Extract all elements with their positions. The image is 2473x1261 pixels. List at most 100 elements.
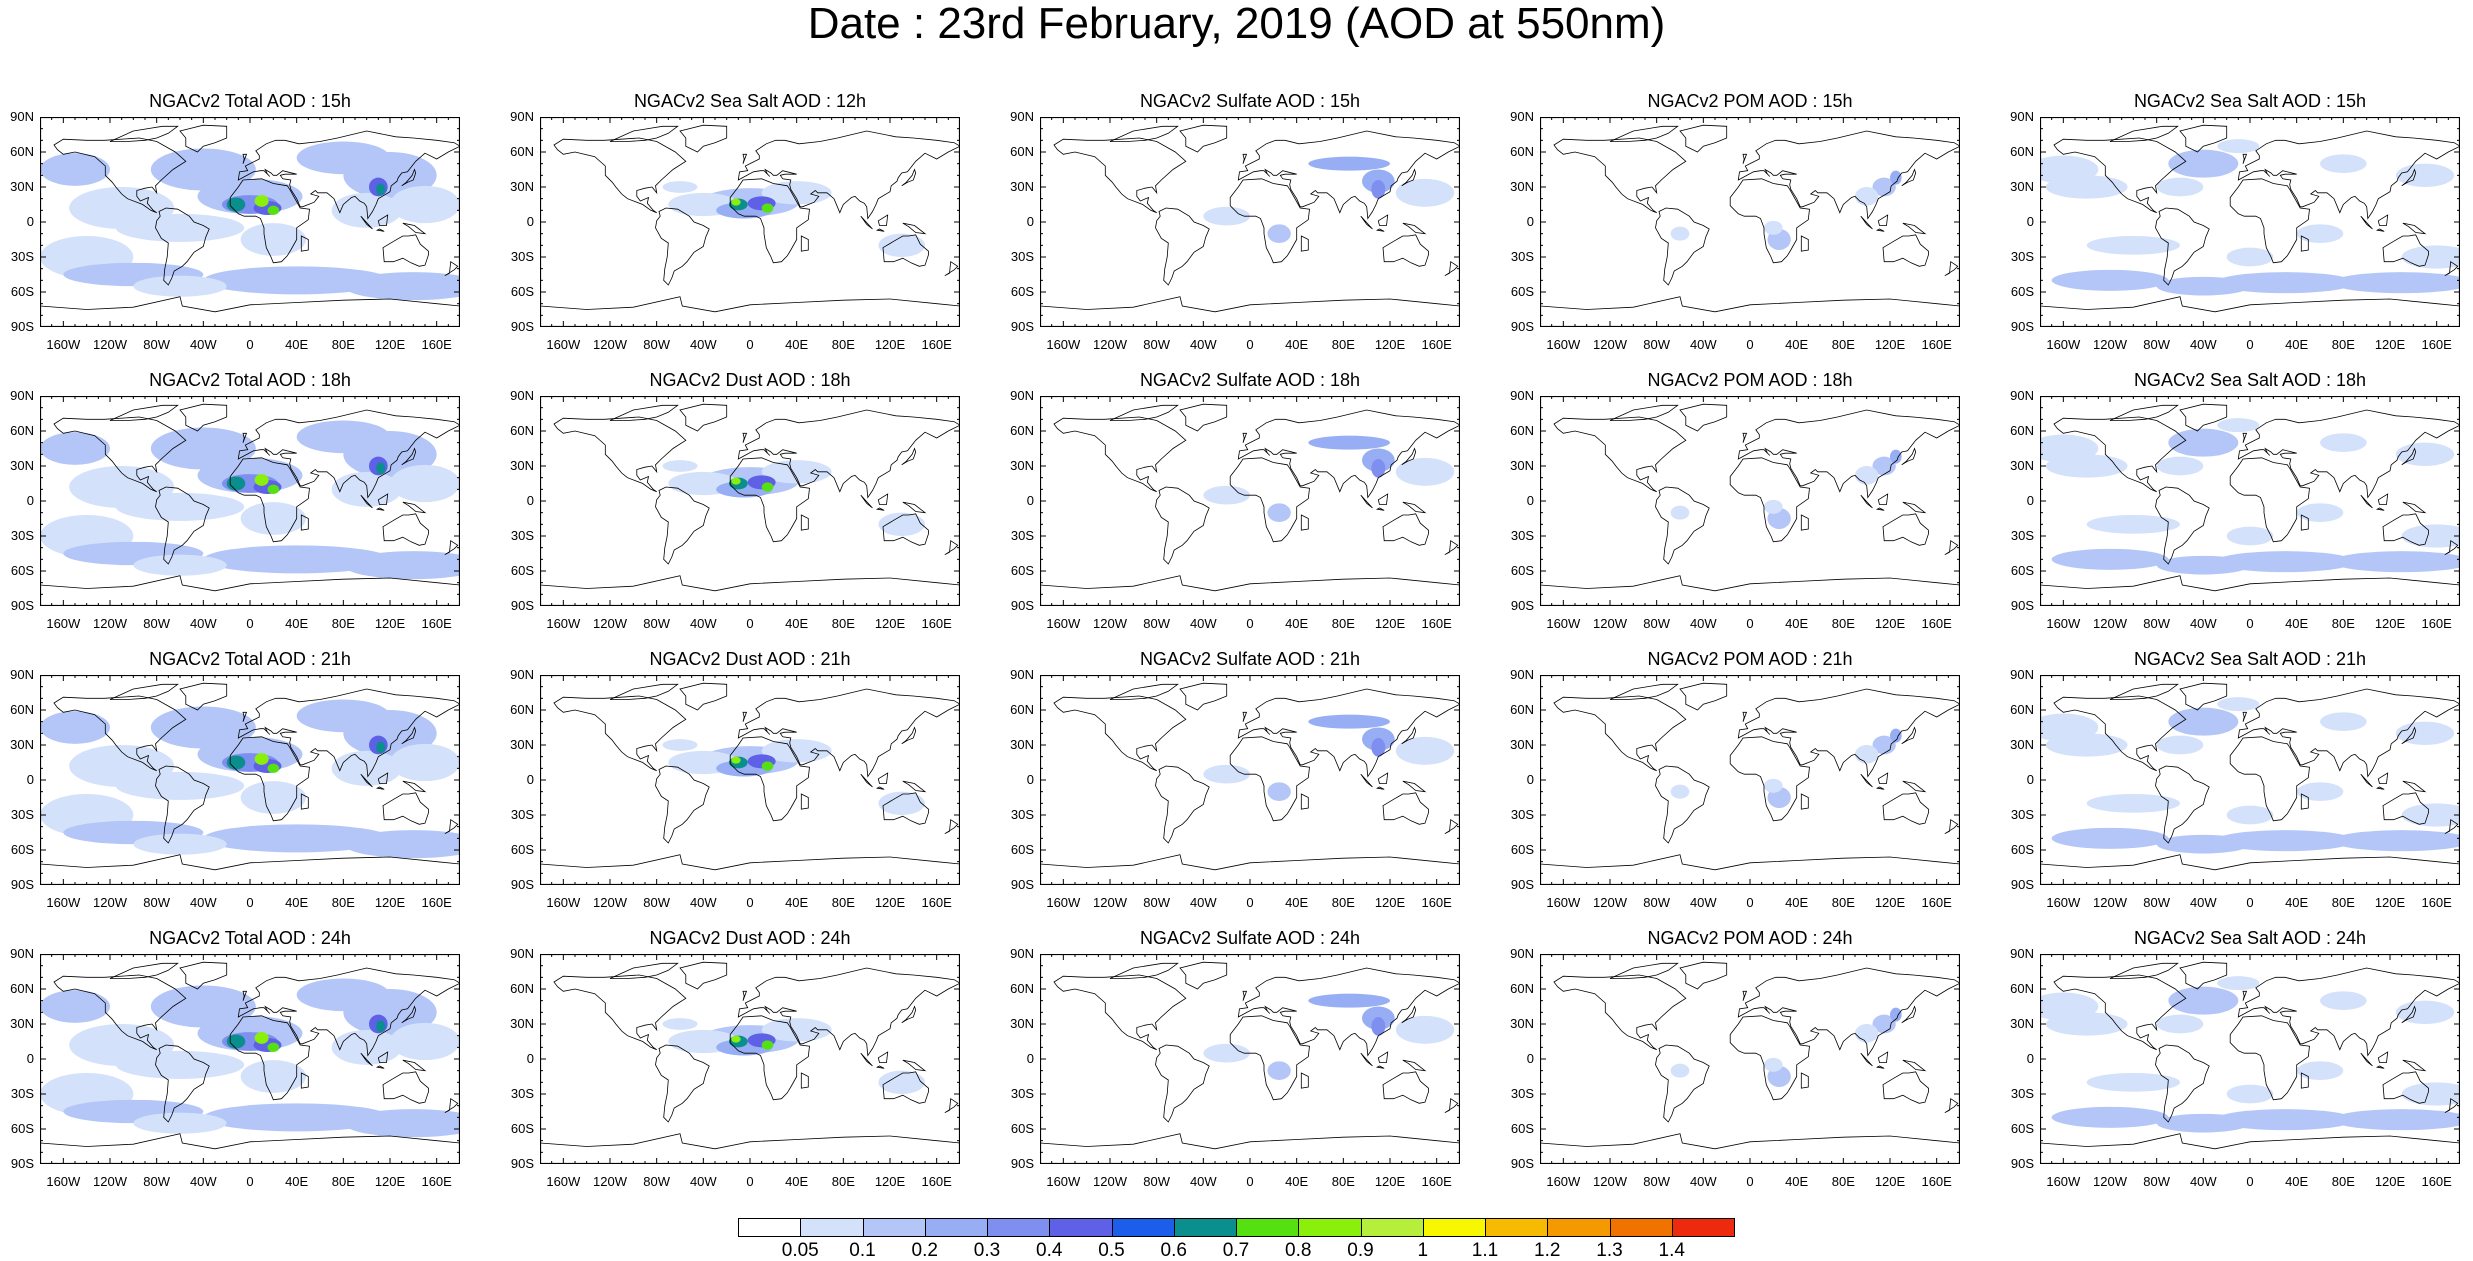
aod-blob — [203, 1103, 390, 1132]
aod-field — [2040, 418, 2460, 575]
coastline — [2375, 786, 2385, 790]
aod-blob — [376, 741, 386, 754]
lat-tick-label: 60S — [10, 284, 34, 299]
coastline — [1053, 416, 1187, 493]
aod-field — [2040, 697, 2460, 854]
lat-tick-label: 30S — [510, 807, 534, 822]
map-svg — [1040, 117, 1460, 327]
lon-tick-label: 80W — [143, 616, 171, 631]
lat-tick-label: 90N — [510, 109, 534, 124]
lat-tick-label: 60S — [10, 563, 34, 578]
lon-tick-label: 120W — [593, 895, 627, 910]
coastline — [1179, 124, 1228, 153]
lat-tick-label: 90S — [1010, 877, 1034, 892]
lon-tick-label: 160E — [421, 337, 452, 352]
coastline — [609, 683, 679, 700]
coastline — [1040, 1133, 1460, 1164]
coastline — [1109, 962, 1179, 979]
lat-tick-label: 60N — [2010, 702, 2034, 717]
lat-tick-label: 90S — [2010, 877, 2034, 892]
aod-blob — [1267, 503, 1291, 522]
aod-field — [40, 141, 460, 301]
coastline — [875, 1065, 885, 1069]
lat-tick-label: 0 — [2026, 214, 2034, 229]
aod-blob — [296, 420, 391, 454]
lon-tick-label: 120E — [1874, 895, 1906, 910]
lon-tick-label: 80E — [831, 895, 855, 910]
coastline — [53, 695, 187, 772]
coastline — [1882, 234, 1929, 267]
aod-blob — [2045, 1012, 2128, 1036]
aod-field — [1670, 170, 1902, 250]
coastline — [2155, 1044, 2210, 1123]
coastline — [2360, 1052, 2373, 1067]
aod-blob — [296, 699, 391, 733]
map-panel: NGACv2 Sulfate AOD : 21h 90N 60N 30N 0 30S 60S… — [1000, 649, 1470, 928]
coastline — [1237, 130, 1460, 220]
aod-blob — [343, 551, 460, 580]
coastline — [1609, 962, 1679, 979]
colorbar-label: 0.4 — [1036, 1240, 1063, 1261]
lat-tick-label: 30N — [510, 1016, 534, 1031]
aod-blob — [1670, 1063, 1690, 1078]
coastline — [1882, 513, 1929, 546]
coastline — [401, 1005, 417, 1024]
lon-tick-label: 0 — [746, 895, 754, 910]
map-area — [540, 396, 960, 606]
lon-tick-label: 0 — [246, 616, 254, 631]
lat-tick-label: 90N — [2010, 946, 2034, 961]
lon-tick-label: 80E — [831, 1174, 855, 1189]
coastline — [2237, 130, 2460, 220]
coastline — [1655, 207, 1710, 286]
lat-tick-label: 90S — [1010, 1156, 1034, 1171]
aod-field — [1203, 993, 1455, 1080]
aod-blob — [1670, 505, 1690, 520]
lon-tick-label: 80W — [1143, 337, 1171, 352]
aod-blob — [226, 755, 246, 770]
coastline — [2300, 235, 2309, 252]
coastline — [382, 234, 429, 267]
colorbar-label: 0.5 — [1098, 1240, 1125, 1261]
main-title: Date : 23rd February, 2019 (AOD at 550nm… — [807, 0, 1666, 48]
coastline — [1444, 819, 1459, 835]
coastline — [609, 962, 679, 979]
coastline — [1875, 1065, 1885, 1069]
aod-blob — [761, 1040, 774, 1050]
lat-tick-label: 90S — [10, 598, 34, 613]
map-panel: NGACv2 POM AOD : 18h 90N 60N 30N 0 30S 60S 90S 1… — [1500, 370, 1970, 649]
coastline — [553, 695, 687, 772]
lat-tick-label: 60N — [510, 144, 534, 159]
lon-tick-label: 160W — [546, 616, 581, 631]
coastline — [902, 501, 927, 514]
lon-tick-label: 40E — [785, 616, 809, 631]
lat-tick-label: 0 — [26, 772, 34, 787]
colorbar-label: 1.1 — [1471, 1240, 1499, 1261]
coastline — [1944, 540, 1959, 556]
coastline — [1401, 1005, 1417, 1024]
coastline — [401, 168, 417, 187]
aod-blob — [2296, 782, 2344, 801]
lon-tick-label: 160W — [1046, 1174, 1081, 1189]
panel-title: NGACv2 Sulfate AOD : 18h — [1139, 370, 1361, 390]
coastline — [1242, 153, 1248, 164]
map-frame — [40, 954, 460, 1164]
coastline — [1655, 486, 1710, 565]
lon-tick-label: 120W — [1593, 1174, 1627, 1189]
aod-blob — [761, 1018, 832, 1042]
map-svg — [2040, 675, 2460, 885]
lat-tick-label: 60N — [1010, 702, 1034, 717]
aod-field — [1203, 435, 1455, 522]
aod-blob — [343, 1109, 460, 1138]
aod-blob — [761, 181, 832, 205]
coastline — [444, 1098, 459, 1114]
lat-tick-label: 30S — [1010, 807, 1034, 822]
coastline — [901, 726, 917, 745]
coastlines — [2040, 682, 2460, 885]
aod-blob — [1395, 736, 1455, 765]
panel-title: NGACv2 Dust AOD : 21h — [649, 649, 851, 669]
coastline — [2237, 967, 2460, 1057]
aod-blob — [203, 545, 390, 574]
coastline — [40, 854, 460, 885]
lon-tick-label: 0 — [1746, 616, 1754, 631]
aod-blob — [1764, 778, 1783, 793]
